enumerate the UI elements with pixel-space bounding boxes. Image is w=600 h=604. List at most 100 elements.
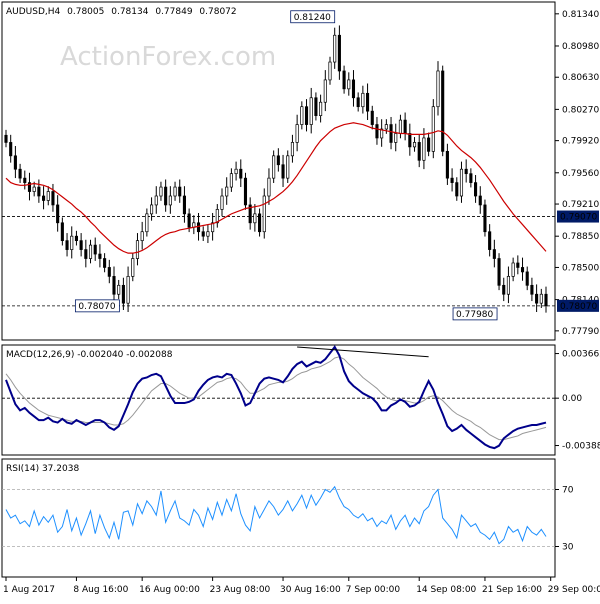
candle	[220, 188, 224, 217]
candle	[164, 179, 168, 212]
candle	[112, 266, 116, 304]
price-y-tick-label: 0.78500	[562, 263, 599, 273]
price-annotation-box	[452, 307, 498, 321]
candle-body	[220, 195, 224, 210]
candle-body	[154, 195, 158, 206]
macd-line	[5, 345, 547, 450]
candle	[290, 134, 294, 163]
macd-panel-frame	[1, 344, 556, 456]
candle-body	[117, 284, 121, 295]
candle	[117, 279, 121, 300]
candle-body	[389, 124, 393, 143]
price-annotation-label: 0.78070	[78, 302, 115, 312]
candle	[459, 161, 464, 203]
candle	[70, 226, 74, 259]
candle	[37, 179, 41, 203]
rsi-header: RSI(14) 37.2038	[6, 464, 79, 474]
candle	[13, 145, 17, 179]
candle-body	[539, 293, 543, 304]
candle	[281, 154, 285, 187]
candle-body	[431, 106, 435, 152]
candle-body	[206, 231, 210, 237]
candle	[347, 72, 351, 96]
candle-body	[304, 106, 309, 125]
candle	[506, 266, 510, 304]
candle-body	[276, 155, 280, 166]
candle	[239, 159, 243, 187]
candle-body	[445, 151, 449, 179]
candle-body	[272, 155, 276, 179]
candle-body	[328, 61, 332, 81]
price-annotation-label: 0.77980	[456, 310, 493, 320]
candle	[88, 239, 93, 264]
rsi-y-tick-label: 70	[562, 486, 574, 496]
candle-body	[469, 173, 473, 183]
candle-body	[347, 79, 351, 90]
candle	[103, 253, 107, 273]
candle-body	[380, 128, 384, 139]
candle	[535, 284, 539, 313]
candle-body	[356, 97, 360, 108]
price-plot: 0.81240 0.78070 0.77980	[2, 10, 555, 321]
candle-body	[13, 155, 17, 170]
candle-body	[131, 258, 135, 277]
watermark: ActionForex.com	[60, 42, 276, 72]
rsi-line	[5, 485, 547, 545]
candle	[497, 253, 501, 291]
candle	[380, 119, 384, 147]
candle-body	[300, 106, 304, 125]
candle	[267, 168, 271, 205]
price-y-tick-label: 0.79920	[562, 137, 599, 147]
candle-body	[65, 240, 69, 250]
candle	[253, 204, 257, 232]
candle	[511, 257, 515, 282]
candle	[295, 114, 299, 152]
candle-body	[234, 168, 238, 175]
candle	[375, 116, 379, 145]
candle	[394, 123, 398, 152]
candle-body	[422, 137, 426, 161]
candle	[351, 70, 356, 107]
candle-body	[70, 235, 74, 250]
candle-body	[150, 204, 154, 215]
candle	[319, 94, 323, 123]
candle	[27, 172, 32, 201]
candle	[23, 170, 27, 190]
candle	[234, 161, 238, 181]
price-y-tick-label: 0.77790	[562, 327, 599, 337]
candle-body	[182, 195, 186, 215]
candle	[525, 266, 529, 291]
x-tick-label: 8 Aug 16:00	[73, 585, 128, 595]
candle-body	[262, 195, 266, 233]
price-panel-frame	[1, 1, 556, 341]
candle-body	[520, 267, 525, 273]
candle-body	[135, 240, 140, 259]
candle	[544, 286, 548, 313]
level-badge	[557, 210, 599, 223]
rsi-panel-frame	[1, 458, 556, 578]
macd-signal-line	[5, 356, 547, 441]
candle-body	[103, 258, 107, 268]
candle	[79, 233, 83, 257]
candle	[150, 197, 154, 221]
candle	[262, 188, 266, 239]
x-tick-label: 14 Sep 08:00	[416, 585, 476, 595]
candle-body	[88, 244, 93, 259]
candle	[361, 85, 365, 114]
candle	[483, 199, 487, 237]
candle-body	[248, 204, 252, 224]
candle	[215, 204, 219, 228]
candle	[201, 226, 205, 242]
candle	[370, 105, 374, 130]
candle	[412, 137, 417, 152]
candle-body	[211, 222, 215, 233]
candle	[445, 143, 449, 185]
candle	[9, 134, 13, 163]
candle-body	[9, 142, 13, 157]
current-price-badge-label: 0.78070	[560, 302, 597, 312]
candle-body	[506, 276, 510, 295]
candle-body	[375, 124, 379, 139]
candle	[84, 239, 88, 268]
